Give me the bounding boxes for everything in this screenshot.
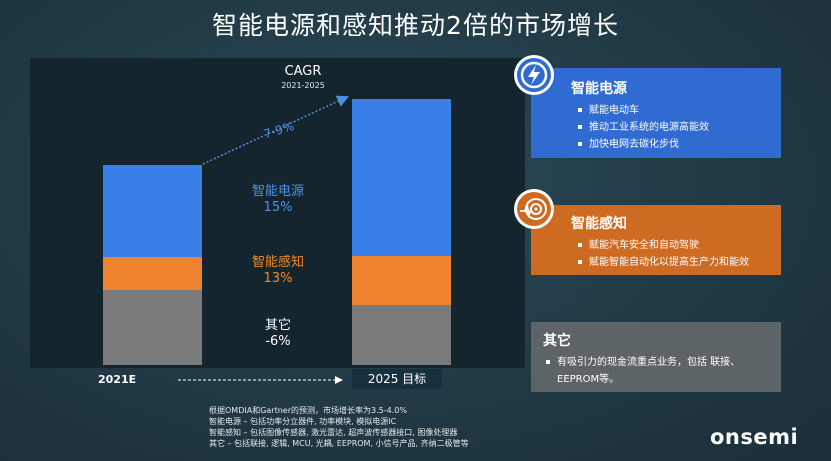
footnote-line: 智能感知 – 包括图像传感器, 激光雷达, 超声波传感器接口, 图像处理器 [209, 428, 458, 437]
power-card-list: 赋能电动车 推动工业系统的电源高能效 加快电网去碳化步伐 [571, 102, 781, 153]
bar-segment [352, 305, 451, 365]
sensing-label-name: 智能感知 [251, 255, 304, 270]
sensing-card-title: 智能感知 [571, 216, 627, 232]
power-label-growth: 15% [263, 200, 293, 215]
footnote: 根据OMDIA和Gartner的预测，市场增长率为3.5-4.0% 智能电源 –… [209, 405, 469, 449]
bar-segment [103, 165, 202, 257]
other-card-item: 有吸引力的现金流重点业务，包括 联接、EEPROM等。 [546, 354, 757, 388]
power-card-item: 赋能电动车 [578, 102, 781, 119]
sensing-label-growth: 13% [263, 271, 293, 286]
power-card-item: 加快电网去碳化步伐 [578, 136, 781, 153]
power-card-item: 推动工业系统的电源高能效 [578, 119, 781, 136]
onsemi-logo: onsemi [710, 425, 799, 449]
other-segment-label: 其它 -6% [218, 318, 338, 350]
sensing-card-item: 赋能汽车安全和自动驾驶 [578, 237, 781, 254]
sensing-segment-label: 智能感知 13% [218, 255, 338, 287]
footnote-line: 智能电源 – 包括功率分立器件, 功率模块, 模拟电源IC [209, 417, 397, 426]
cagr-label: CAGR [284, 64, 322, 79]
page-title: 智能电源和感知推动2倍的市场增长 [212, 11, 619, 40]
power-card-title: 智能电源 [571, 81, 627, 97]
cagr-period: 2021-2025 [281, 81, 325, 90]
sensing-card: 智能感知 赋能汽车安全和自动驾驶 赋能智能自动化以提高生产力和能效 [531, 205, 781, 275]
sensing-card-list: 赋能汽车安全和自动驾驶 赋能智能自动化以提高生产力和能效 [571, 237, 781, 271]
power-label-name: 智能电源 [251, 184, 304, 199]
other-card: 其它 有吸引力的现金流重点业务，包括 联接、EEPROM等。 [531, 322, 781, 392]
footnote-line: 根据OMDIA和Gartner的预测，市场增长率为3.5-4.0% [209, 406, 407, 415]
other-card-title: 其它 [543, 333, 571, 349]
bar-segment [103, 290, 202, 365]
bar-segment [352, 256, 451, 305]
bar-segment [103, 257, 202, 290]
other-label-growth: -6% [265, 334, 291, 349]
lightning-icon [514, 55, 554, 95]
sensor-target-icon [514, 189, 554, 229]
year-right-label: 2025 目标 [352, 369, 442, 389]
other-card-list: 有吸引力的现金流重点业务，包括 联接、EEPROM等。 [543, 354, 757, 388]
power-segment-label: 智能电源 15% [218, 184, 338, 216]
footnote-line: 其它 – 包括联接, 逻辑, MCU, 光耦, EEPROM, 小信号产品, 齐… [209, 439, 469, 448]
sensing-card-item: 赋能智能自动化以提高生产力和能效 [578, 254, 781, 271]
year-left-label: 2021E [98, 373, 137, 386]
other-label-name: 其它 [264, 318, 291, 333]
power-card: 智能电源 赋能电动车 推动工业系统的电源高能效 加快电网去碳化步伐 [531, 68, 781, 158]
bar-segment [352, 99, 451, 256]
cagr-block: CAGR 2021-2025 [268, 64, 338, 90]
